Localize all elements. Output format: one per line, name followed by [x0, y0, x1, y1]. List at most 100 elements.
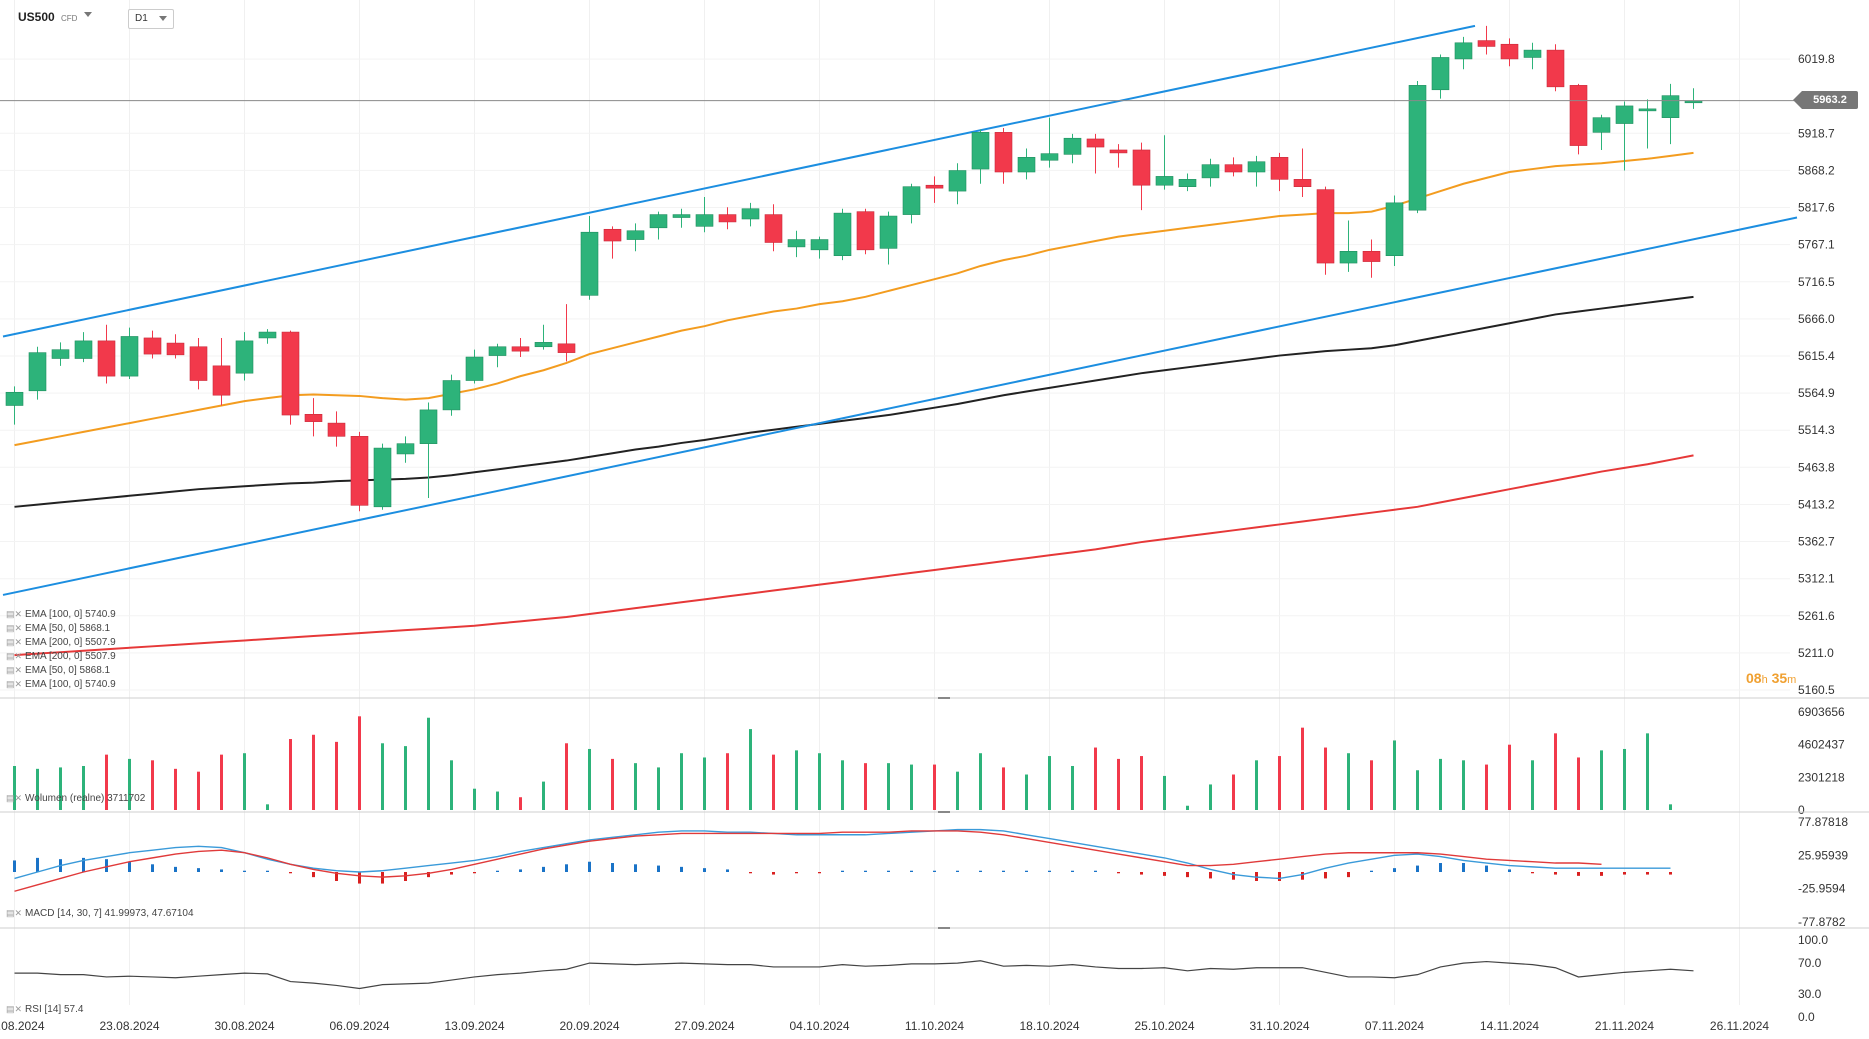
rsi-panel: 100.0 70.0 30.0 0.0: [14, 933, 1828, 1024]
price-axis: 6019.8 5918.7 5868.2 5817.6 5767.1 5716.5 5666…: [1798, 52, 1835, 697]
price-tick-label: 5261.6: [1798, 609, 1835, 623]
candle: [1592, 114, 1611, 150]
macd-histogram-bar: [1025, 870, 1028, 872]
volume-legend[interactable]: ▤✕ Wolumen (realne) 3711702: [6, 793, 145, 804]
ema200-line-group: [14, 454, 1694, 657]
volume-bar: [772, 754, 775, 810]
date-tick-label: 23.08.2024: [99, 1019, 159, 1033]
candle-body: [764, 214, 783, 243]
candle: [1523, 42, 1542, 70]
macd-histogram-bar: [772, 872, 775, 875]
price-tick-label: 5767.1: [1798, 238, 1835, 252]
volume-bar: [519, 797, 522, 810]
candle-body: [1017, 157, 1036, 173]
candle: [212, 337, 231, 406]
ema-legend-text: EMA [200, 0] 5507.9: [25, 637, 116, 648]
rsi-legend[interactable]: ▤✕ RSI [14] 57.4: [6, 1004, 83, 1015]
ema-legend-item[interactable]: ▤✕ EMA [100, 0] 5740.9: [6, 679, 116, 690]
rsi-tick-label: 100.0: [1798, 933, 1828, 947]
volume-bar: [1117, 758, 1120, 810]
timeframe-box[interactable]: [128, 9, 174, 29]
volume-bar: [473, 788, 476, 810]
price-tick-label: 5463.8: [1798, 460, 1835, 474]
ema-legend-item[interactable]: ▤✕ EMA [200, 0] 5507.9: [6, 651, 116, 662]
volume-bar: [151, 760, 154, 810]
candle: [1063, 133, 1082, 164]
macd-histogram-bar: [1301, 872, 1304, 880]
macd-histogram-bar: [1278, 872, 1281, 881]
macd-histogram-bar: [473, 872, 476, 874]
date-axis: 16.08.2024 23.08.2024 30.08.2024 06.09.2024…: [0, 1019, 1769, 1033]
date-tick-label: 16.08.2024: [0, 1019, 45, 1033]
settings-icon[interactable]: ▤✕: [6, 637, 23, 647]
settings-icon[interactable]: ▤✕: [6, 665, 23, 675]
macd-panel: 77.87818 25.95939 -25.9594 -77.8782: [13, 815, 1848, 929]
candle: [350, 431, 369, 512]
candle-body: [1408, 85, 1427, 211]
volume-bar: [1209, 784, 1212, 810]
candle-body: [1385, 202, 1404, 257]
settings-icon[interactable]: ▤✕: [6, 651, 23, 661]
settings-icon[interactable]: ▤✕: [6, 793, 23, 803]
candle-body: [925, 184, 944, 189]
macd-tick-label: -25.9594: [1798, 882, 1846, 896]
price-tick-label: 5817.6: [1798, 201, 1835, 215]
volume-tick-label: 0: [1798, 803, 1805, 817]
candle: [97, 324, 116, 384]
volume-bar: [289, 739, 292, 810]
price-tick-label: 5413.2: [1798, 497, 1835, 511]
candle: [1684, 88, 1703, 109]
macd-legend[interactable]: ▤✕ MACD [14, 30, 7] 41.99973, 47.67104: [6, 908, 194, 919]
candle: [189, 337, 208, 390]
channel-lower-line: [2, 216, 1798, 596]
settings-icon[interactable]: ▤✕: [6, 623, 23, 633]
candle-body: [626, 230, 645, 240]
macd-histogram-bar: [1577, 872, 1580, 876]
volume-bar: [1393, 740, 1396, 810]
settings-icon[interactable]: ▤✕: [6, 908, 23, 918]
candle-body: [143, 337, 162, 355]
volume-bar: [818, 753, 821, 810]
timeframe-chevron-down-icon[interactable]: [159, 16, 167, 21]
candle: [1661, 83, 1680, 145]
candle-body: [235, 340, 254, 374]
volume-bar: [542, 781, 545, 810]
candle-countdown: 08h 35m: [1746, 670, 1796, 686]
settings-icon[interactable]: ▤✕: [6, 1004, 23, 1014]
candle: [1569, 83, 1588, 155]
candle: [1431, 54, 1450, 99]
ema-legend-item[interactable]: ▤✕ EMA [50, 0] 5868.1: [6, 623, 110, 634]
macd-tick-label: -77.8782: [1798, 915, 1846, 929]
volume-bar: [1071, 765, 1074, 810]
volume-bar: [174, 768, 177, 810]
ema-legend-item[interactable]: ▤✕ EMA [100, 0] 5740.9: [6, 609, 116, 620]
macd-histogram-bar: [1163, 872, 1166, 876]
candle: [695, 196, 714, 233]
candle-body: [649, 214, 668, 229]
countdown-minutes: 35: [1771, 670, 1788, 686]
candle-body: [1546, 49, 1565, 88]
volume-bar: [1554, 733, 1557, 810]
candle: [925, 176, 944, 203]
macd-histogram-bar: [1669, 872, 1672, 875]
candle-body: [1132, 149, 1151, 186]
rsi-legend-text: RSI [14] 57.4: [25, 1004, 84, 1015]
macd-histogram-bar: [335, 872, 338, 881]
date-tick-label: 18.10.2024: [1019, 1019, 1079, 1033]
candle-body: [97, 340, 116, 377]
ema-legend-item[interactable]: ▤✕ EMA [200, 0] 5507.9: [6, 637, 116, 648]
candle-body: [672, 214, 691, 218]
symbol-chevron-down-icon[interactable]: [84, 12, 92, 17]
candle: [1500, 38, 1519, 67]
macd-histogram-bar: [1416, 865, 1419, 872]
volume-bar: [1416, 770, 1419, 810]
settings-icon[interactable]: ▤✕: [6, 609, 23, 619]
settings-icon[interactable]: ▤✕: [6, 679, 23, 689]
candle-body: [1431, 57, 1450, 91]
ema-legend-item[interactable]: ▤✕ EMA [50, 0] 5868.1: [6, 665, 110, 676]
panel-separators: [0, 697, 1869, 929]
candle: [557, 304, 576, 362]
volume-bar: [243, 753, 246, 810]
candle: [833, 208, 852, 261]
macd-histogram-bar: [1324, 872, 1327, 879]
